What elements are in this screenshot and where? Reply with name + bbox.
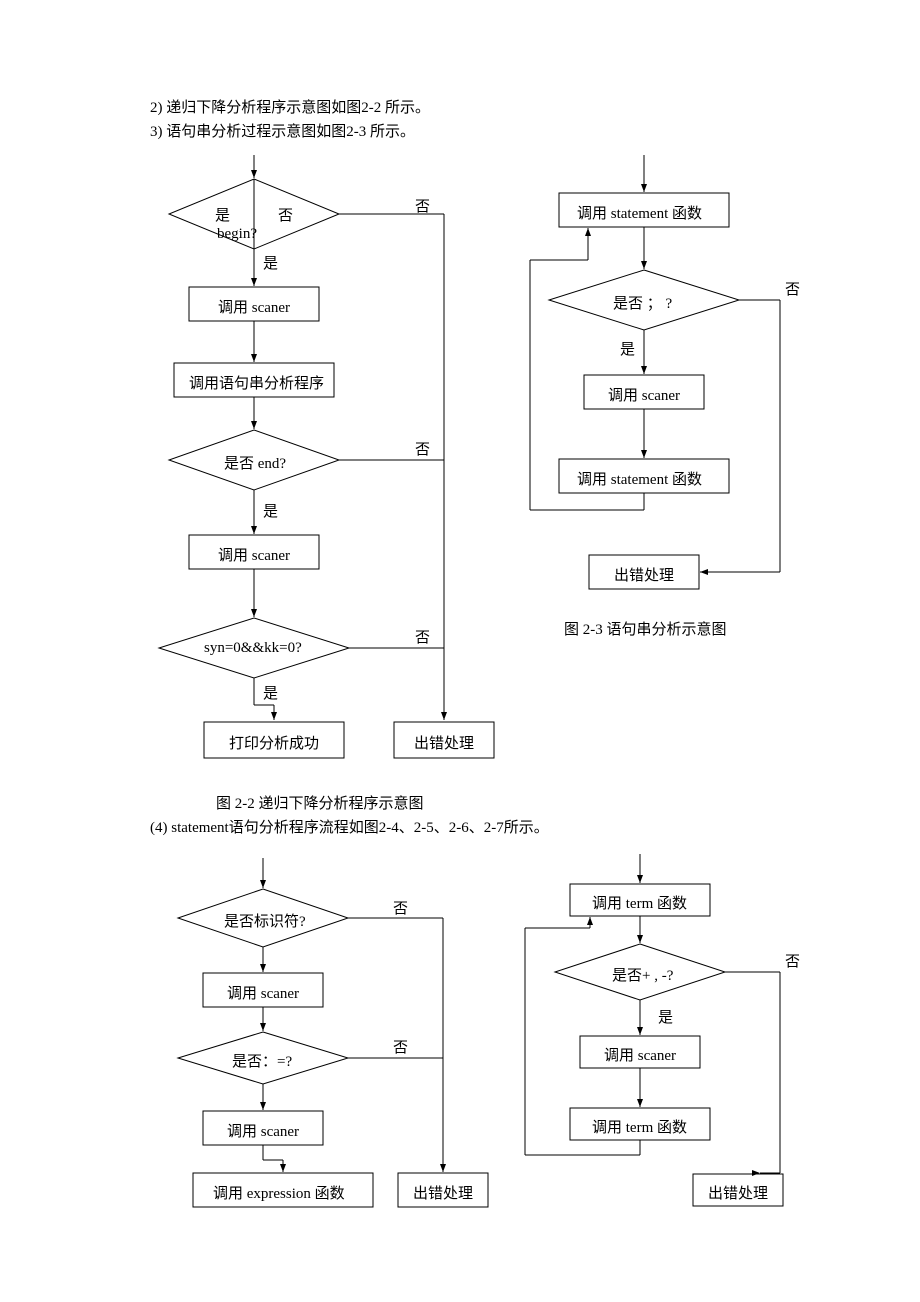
sp3-label: 调用 term 函数 xyxy=(592,1116,687,1137)
sp1-label: 调用 term 函数 xyxy=(592,892,687,913)
page: 2) 递归下降分析程序示意图如图2-2 所示。 3) 语句串分析过程示意图如图2… xyxy=(0,0,920,1302)
sp4-label: 出错处理 xyxy=(708,1182,768,1203)
sd1-out-yes: 是 xyxy=(658,1006,673,1027)
sd1-out-right: 否 xyxy=(785,950,800,971)
fig-2-5 xyxy=(0,0,820,1260)
sp2-label: 调用 scaner xyxy=(604,1044,676,1065)
sd1-label: 是否+ , -? xyxy=(612,964,673,985)
